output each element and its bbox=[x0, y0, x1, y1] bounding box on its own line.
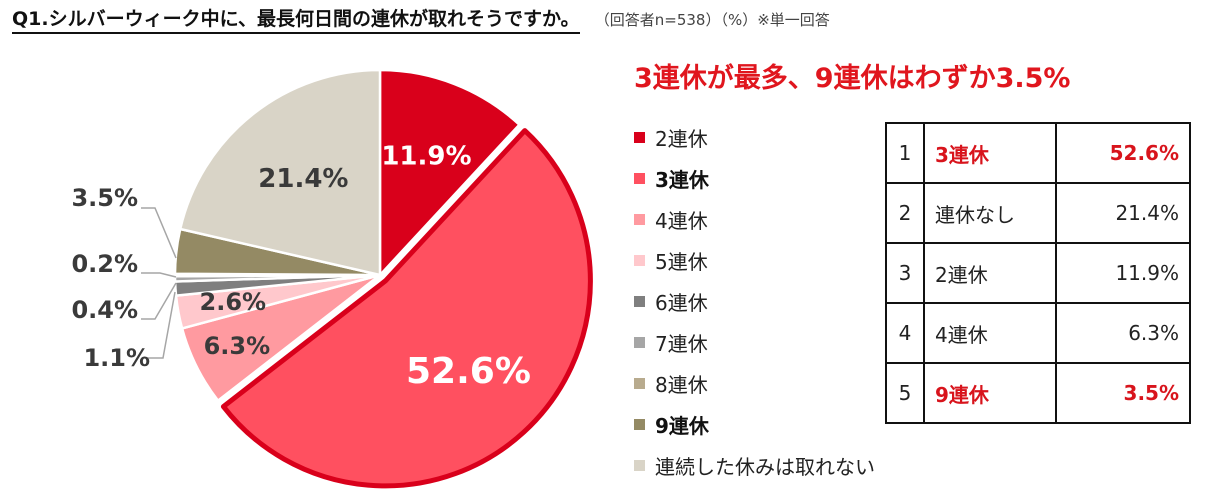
data-label: 2.6% bbox=[200, 288, 267, 316]
rank-cell: 4 bbox=[885, 302, 925, 364]
label-cell: 9連休 bbox=[923, 362, 1057, 424]
table-row: 5 9連休 3.5% bbox=[885, 362, 1191, 424]
chart-header: Q1.シルバーウィーク中に、最長何日間の連休が取れそうですか。 （回答者n=53… bbox=[12, 4, 830, 34]
label-cell: 2連休 bbox=[923, 242, 1057, 304]
legend-label: 9連休 bbox=[655, 414, 709, 438]
value-cell: 11.9% bbox=[1055, 242, 1191, 304]
legend-label: 2連休 bbox=[655, 127, 708, 151]
label-cell: 4連休 bbox=[923, 302, 1057, 364]
table-row: 2 連休なし 21.4% bbox=[885, 182, 1191, 244]
data-label: 0.4% bbox=[71, 296, 138, 324]
legend-swatch bbox=[634, 214, 645, 225]
legend-label: 4連休 bbox=[655, 209, 708, 233]
legend-label: 7連休 bbox=[655, 332, 708, 356]
value-cell: 3.5% bbox=[1055, 362, 1191, 424]
data-label: 1.1% bbox=[83, 344, 150, 372]
legend-label: 8連休 bbox=[655, 373, 708, 397]
legend-item: 9連休 bbox=[634, 404, 875, 445]
leader-line bbox=[141, 272, 177, 278]
legend-item: 5連休 bbox=[634, 240, 875, 281]
legend-swatch bbox=[634, 419, 645, 430]
legend: 2連休 3連休 4連休 5連休 6連休 7連休 8連休 9連休連続した休みは取れない bbox=[634, 117, 875, 486]
legend-item: 3連休 bbox=[634, 158, 875, 199]
legend-swatch bbox=[634, 296, 645, 307]
pie-slice bbox=[378, 68, 521, 277]
rank-cell: 1 bbox=[885, 122, 925, 184]
rank-cell: 3 bbox=[885, 242, 925, 304]
value-cell: 21.4% bbox=[1055, 182, 1191, 244]
data-label: 11.9% bbox=[381, 142, 471, 172]
legend-swatch bbox=[634, 460, 645, 471]
label-cell: 連休なし bbox=[923, 182, 1057, 244]
legend-swatch bbox=[634, 255, 645, 266]
pie-slice bbox=[220, 128, 593, 489]
legend-item: 6連休 bbox=[634, 281, 875, 322]
table-row: 4 4連休 6.3% bbox=[885, 302, 1191, 364]
legend-item: 2連休 bbox=[634, 117, 875, 158]
ranking-table: 1 3連休 52.6% 2 連休なし 21.4% 3 2連休 11.9% 4 4連休 6.3% 5 9連休… bbox=[885, 122, 1191, 424]
data-label: 6.3% bbox=[204, 332, 271, 360]
pie-slice bbox=[178, 68, 382, 277]
rank-cell: 2 bbox=[885, 182, 925, 244]
table-row: 3 2連休 11.9% bbox=[885, 242, 1191, 304]
leader-line bbox=[141, 207, 177, 259]
data-label: 21.4% bbox=[258, 164, 348, 194]
question-title: Q1.シルバーウィーク中に、最長何日間の連休が取れそうですか。 bbox=[12, 4, 580, 34]
legend-item: 7連休 bbox=[634, 322, 875, 363]
leader-line bbox=[147, 291, 176, 359]
data-label: 0.2% bbox=[71, 250, 138, 278]
data-label: 3.5% bbox=[71, 184, 138, 212]
legend-item: 連続した休みは取れない bbox=[634, 445, 875, 486]
headline: 3連休が最多、9連休はわずか3.5% bbox=[634, 63, 1071, 94]
legend-label: 6連休 bbox=[655, 291, 708, 315]
value-cell: 52.6% bbox=[1055, 122, 1191, 184]
legend-label: 5連休 bbox=[655, 250, 708, 274]
legend-swatch bbox=[634, 378, 645, 389]
leader-line bbox=[141, 282, 177, 320]
pie-chart: 11.9% 52.6% 6.3% 2.6% 1.1% 0.4% 0.2% 3.5% 21.4% bbox=[71, 68, 593, 489]
question-meta: （回答者n=538）（%）※単一回答 bbox=[594, 11, 830, 29]
legend-swatch bbox=[634, 173, 645, 184]
legend-item: 4連休 bbox=[634, 199, 875, 240]
table-row: 1 3連休 52.6% bbox=[885, 122, 1191, 184]
legend-item: 8連休 bbox=[634, 363, 875, 404]
value-cell: 6.3% bbox=[1055, 302, 1191, 364]
rank-cell: 5 bbox=[885, 362, 925, 424]
legend-swatch bbox=[634, 337, 645, 348]
data-label: 52.6% bbox=[406, 351, 531, 392]
label-cell: 3連休 bbox=[923, 122, 1057, 184]
legend-label: 連続した休みは取れない bbox=[655, 455, 875, 479]
legend-label: 3連休 bbox=[655, 168, 709, 192]
legend-swatch bbox=[634, 132, 645, 143]
